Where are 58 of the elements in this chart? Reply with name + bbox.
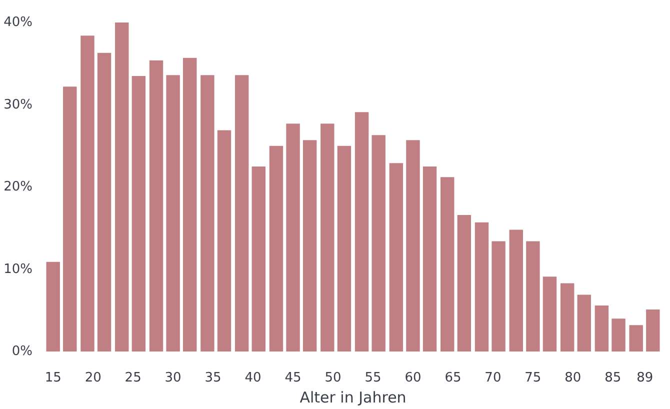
- y-tick-label: 40%: [4, 15, 33, 30]
- bar: [200, 75, 214, 352]
- bar: [149, 60, 164, 352]
- bar: [542, 276, 557, 352]
- bar: [46, 262, 60, 352]
- bar: [389, 163, 404, 352]
- x-tick-label: 89: [636, 370, 654, 386]
- x-tick-label: 85: [604, 370, 622, 386]
- bar: [286, 124, 300, 352]
- bar: [612, 318, 626, 352]
- y-tick-label: 20%: [4, 180, 33, 194]
- x-tick-label: 70: [484, 370, 502, 386]
- x-tick-label: 65: [444, 370, 462, 386]
- x-tick-label: 15: [44, 370, 62, 386]
- bar: [646, 310, 660, 352]
- y-tick-label: 30%: [4, 97, 33, 112]
- bar: [594, 305, 609, 352]
- bar: [629, 325, 643, 352]
- bar: [166, 75, 180, 352]
- bar: [372, 135, 386, 352]
- y-tick-label: 0%: [12, 344, 32, 359]
- bar: [302, 140, 317, 352]
- bar: [337, 146, 352, 352]
- bar: [422, 166, 437, 352]
- bar: [492, 241, 506, 352]
- bar: [115, 22, 129, 352]
- bar: [80, 36, 94, 352]
- bar: [132, 76, 146, 352]
- bar: [234, 75, 249, 352]
- bar: [63, 86, 77, 352]
- bar: [252, 166, 266, 352]
- bar: [457, 214, 472, 352]
- bar: [183, 58, 197, 352]
- bar: [217, 130, 232, 352]
- bar: [474, 222, 489, 352]
- x-axis-title: Alter in Jahren: [300, 388, 406, 406]
- bar: [354, 112, 369, 352]
- bar: [320, 124, 334, 352]
- x-tick-label: 45: [284, 370, 302, 386]
- x-tick-label: 60: [404, 370, 422, 386]
- x-tick-label: 80: [564, 370, 582, 386]
- x-tick-label: 20: [84, 370, 102, 386]
- bar: [526, 241, 540, 352]
- bar: [560, 283, 574, 352]
- x-tick-label: 40: [244, 370, 262, 386]
- x-tick-label: 55: [364, 370, 382, 386]
- x-tick-label: 75: [524, 370, 542, 386]
- y-tick-label: 10%: [4, 262, 33, 277]
- bar: [577, 294, 591, 352]
- x-tick-label: 50: [324, 370, 342, 386]
- x-tick-label: 30: [164, 370, 182, 386]
- bar: [509, 230, 523, 352]
- x-tick-label: 25: [124, 370, 142, 386]
- bar: [97, 52, 112, 352]
- x-tick-label: 35: [204, 370, 222, 386]
- bar: [269, 146, 284, 352]
- bar: [440, 177, 454, 352]
- bar: [406, 140, 420, 352]
